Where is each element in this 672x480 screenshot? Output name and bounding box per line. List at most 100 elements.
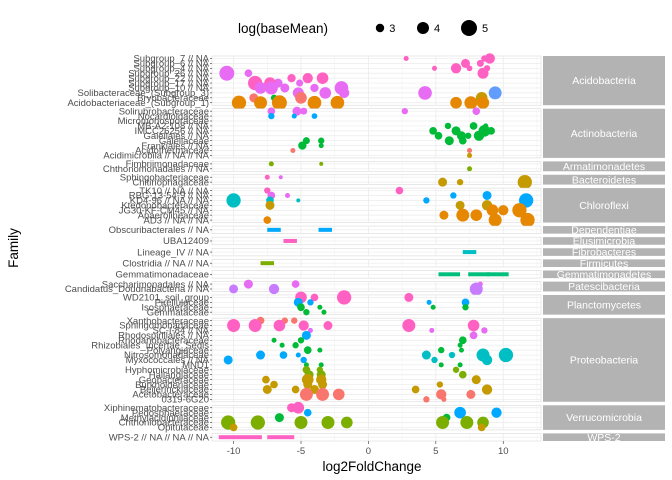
legend-keys: 3 4 5 xyxy=(375,20,488,36)
data-point xyxy=(444,136,454,146)
strip-label: Fibrobacteres xyxy=(572,247,636,259)
data-point xyxy=(254,82,267,94)
y-tick-label: Subgroup_22 // NA xyxy=(128,73,209,84)
data-point xyxy=(438,177,448,187)
y-tick-label: Nitrosomonadaceae xyxy=(124,350,209,361)
data-point xyxy=(267,435,295,440)
strip-label: Chloroflexi xyxy=(579,200,629,212)
data-point xyxy=(319,87,332,99)
y-tick-label: Solirubrobacteraceae xyxy=(119,106,209,117)
data-point xyxy=(271,95,287,111)
data-point xyxy=(332,388,345,401)
y-tick-label: Acidothermaceae xyxy=(135,146,209,157)
data-point xyxy=(299,387,313,401)
data-point xyxy=(295,92,307,104)
data-point xyxy=(438,272,461,277)
facet-strip: Chloroflexi xyxy=(543,188,665,223)
data-point xyxy=(488,213,502,227)
data-point xyxy=(303,346,312,354)
data-point xyxy=(476,59,484,67)
data-point xyxy=(469,122,478,130)
data-point xyxy=(468,272,490,277)
data-point xyxy=(231,95,247,110)
data-point xyxy=(452,366,460,373)
data-point xyxy=(438,346,445,354)
data-point xyxy=(458,336,467,345)
strip-label: Patescibacteria xyxy=(568,281,640,293)
data-point xyxy=(283,238,297,243)
data-point xyxy=(262,384,272,394)
y-tick-label: WD2101_soil_group xyxy=(123,293,209,304)
data-point xyxy=(248,319,262,332)
data-point xyxy=(292,401,305,414)
facet-strip: Actinobacteria xyxy=(543,108,665,158)
data-point xyxy=(462,250,477,255)
data-point xyxy=(280,83,290,93)
data-point xyxy=(318,380,328,390)
data-point xyxy=(520,212,535,228)
strip-label: Actinobacteria xyxy=(571,128,638,140)
y-tick-label: Rhizobiales_Incertae_Sedis xyxy=(91,340,209,351)
data-point xyxy=(303,380,313,390)
y-tick-label: Fimbriimonadaceae xyxy=(126,159,209,170)
y-tick-label: KD4-96 // NA // NA xyxy=(130,196,210,207)
y-tick-label: WPS-2 // NA // NA // NA xyxy=(109,432,210,443)
data-point xyxy=(279,351,288,359)
strip-background xyxy=(543,433,665,441)
data-point xyxy=(466,389,476,399)
data-point xyxy=(321,416,335,429)
data-point xyxy=(264,187,271,194)
data-point xyxy=(254,96,268,110)
y-tick-label: Chitinophagaceae xyxy=(132,177,209,188)
data-point xyxy=(262,375,270,384)
panel-background xyxy=(211,294,542,315)
data-point xyxy=(460,58,470,68)
data-point xyxy=(268,161,274,167)
data-point xyxy=(302,72,313,84)
data-point xyxy=(434,131,443,140)
panel-verrucomicrobia: XiphinematobacteraceaePedosphaeraceaeMet… xyxy=(104,401,665,434)
data-point xyxy=(271,337,277,343)
data-point xyxy=(291,113,297,119)
data-point xyxy=(267,107,276,116)
facet-strip: Dependentiae xyxy=(543,224,665,236)
data-point xyxy=(303,308,310,316)
data-point xyxy=(316,387,330,401)
y-tick-label: Subgroup_26 // NA xyxy=(128,68,209,79)
strip-background xyxy=(543,161,665,172)
data-point xyxy=(264,81,278,95)
legend-title: log(baseMean) xyxy=(238,21,328,36)
y-tick-label: JG30-KF-CM45 // NA xyxy=(119,205,210,216)
data-point xyxy=(517,174,532,190)
data-point xyxy=(450,192,457,199)
data-point xyxy=(464,96,478,110)
strip-background xyxy=(543,174,665,185)
data-point xyxy=(436,416,450,429)
panel-dependentiae: Obscuribacterales // NA Dependentiae xyxy=(109,224,665,236)
data-point xyxy=(473,130,485,141)
facet-strip: Patescibacteria xyxy=(543,281,665,293)
data-point xyxy=(404,292,414,302)
data-point xyxy=(486,204,499,217)
strip-background xyxy=(543,108,665,158)
y-tick-label: Obscuribacterales // NA xyxy=(109,225,210,236)
data-point xyxy=(476,96,490,109)
strip-label: Gemmatimonadetes xyxy=(557,269,652,281)
data-point xyxy=(471,375,481,385)
data-point xyxy=(469,282,483,296)
legend-label: 5 xyxy=(482,23,488,35)
y-tick-label: Lineage_IV // NA xyxy=(137,247,209,258)
data-point xyxy=(310,293,319,302)
y-tick-label: Sphingomonadaceae xyxy=(119,321,209,332)
strip-background xyxy=(543,226,665,234)
data-point xyxy=(401,107,408,115)
data-point xyxy=(292,106,302,116)
data-point xyxy=(267,227,281,232)
data-point xyxy=(310,83,319,93)
panel-background xyxy=(211,281,542,292)
y-tick-label: AD3 // NA // NA xyxy=(144,215,210,226)
strip-background xyxy=(543,270,665,279)
data-point xyxy=(287,73,296,83)
strip-label: Planctomycetes xyxy=(567,299,641,311)
